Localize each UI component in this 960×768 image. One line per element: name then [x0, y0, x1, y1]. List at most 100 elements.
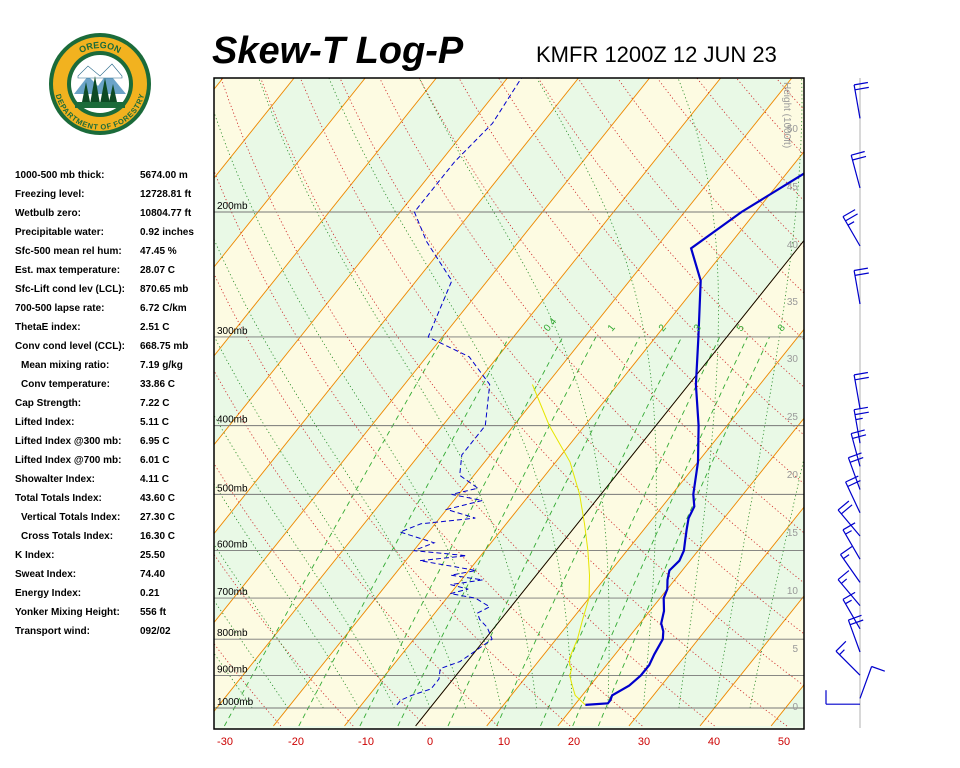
wind-barb — [840, 546, 861, 583]
index-row: 700-500 lapse rate: 6.72 C/km — [15, 301, 215, 320]
index-label: Total Totals Index: — [15, 493, 102, 504]
index-label: Wetbulb zero: — [15, 208, 81, 219]
index-row: Transport wind: 092/02 — [15, 624, 215, 643]
index-value: 092/02 — [140, 626, 171, 637]
index-value: 0.21 — [140, 588, 160, 599]
index-value: 5674.00 m — [140, 170, 188, 181]
index-row: Total Totals Index: 43.60 C — [15, 491, 215, 510]
index-label: Mean mixing ratio: — [21, 360, 110, 371]
logo-top-text: OREGON — [77, 40, 122, 55]
pressure-label: 800mb — [217, 628, 248, 639]
pressure-label: 1000mb — [217, 697, 254, 708]
index-value: 4.11 C — [140, 474, 169, 485]
zero-isotherm — [415, 239, 804, 727]
wind-barb — [853, 406, 869, 444]
index-label: ThetaE index: — [15, 322, 81, 333]
isotherm-bands — [214, 78, 804, 729]
x-tick-label: 0 — [427, 736, 433, 748]
index-value: 6.72 C/km — [140, 303, 187, 314]
mixing-ratio-label: 2 — [657, 322, 669, 334]
index-value: 870.65 mb — [140, 284, 189, 295]
mixing-ratio-label: 3 — [692, 322, 704, 334]
wind-barb — [842, 522, 861, 560]
index-row: Freezing level: 12728.81 ft — [15, 187, 215, 206]
wind-barb — [859, 665, 886, 699]
index-row: Sweat Index: 74.40 — [15, 567, 215, 586]
index-label: Lifted Index: — [15, 417, 75, 428]
index-value: 47.45 % — [140, 246, 177, 257]
x-tick-label: -20 — [288, 736, 304, 748]
mixing-ratio-lines — [224, 336, 770, 727]
chart-title: Skew-T Log-P — [212, 30, 464, 72]
wind-barb — [853, 371, 869, 409]
index-label: Cap Strength: — [15, 398, 82, 409]
height-tick-label: 25 — [787, 412, 799, 423]
wind-barb — [847, 452, 864, 490]
height-tick-label: 20 — [787, 470, 799, 481]
index-value: 5.11 C — [140, 417, 169, 428]
height-tick-label: 40 — [787, 240, 799, 251]
index-row: Cap Strength: 7.22 C — [15, 396, 215, 415]
index-label: Vertical Totals Index: — [21, 512, 121, 523]
index-row: ThetaE index: 2.51 C — [15, 320, 215, 339]
index-label: Transport wind: — [15, 626, 90, 637]
plot-frame — [213, 77, 805, 730]
index-row: Sfc-500 mean rel hum: 47.45 % — [15, 244, 215, 263]
index-value: 7.22 C — [140, 398, 170, 409]
x-tick-label: -10 — [358, 736, 374, 748]
mixing-ratio-label: 5 — [735, 322, 747, 334]
index-row: Conv temperature: 33.86 C — [15, 377, 215, 396]
index-value: 2.51 C — [140, 322, 170, 333]
index-label: Precipitable water: — [15, 227, 104, 238]
dry-adiabats — [214, 78, 804, 727]
height-tick-label: 30 — [787, 354, 799, 365]
wind-barb — [842, 209, 861, 247]
index-value: 27.30 C — [140, 512, 176, 523]
sounding-profiles — [396, 78, 804, 706]
index-label: Conv cond level (CCL): — [15, 341, 126, 352]
height-tick-label: 0 — [792, 702, 798, 713]
index-row: Precipitable water: 0.92 inches — [15, 225, 215, 244]
index-row: Mean mixing ratio: 7.19 g/kg — [15, 358, 215, 377]
x-axis-ticks: -30 -20 -10 0 10 20 30 40 50 — [217, 736, 790, 748]
index-value: 16.30 C — [140, 531, 176, 542]
height-tick-label: 35 — [787, 297, 799, 308]
height-tick-label: 50 — [787, 124, 799, 135]
index-label: Conv temperature: — [21, 379, 110, 390]
height-tick-label: 45 — [787, 182, 799, 193]
isobars — [214, 211, 804, 709]
wind-barb — [853, 81, 869, 119]
height-tick-label: 5 — [792, 644, 798, 655]
index-row: Lifted Index @700 mb: 6.01 C — [15, 453, 215, 472]
index-row: Conv cond level (CCL): 668.75 mb — [15, 339, 215, 358]
wind-barbs — [825, 81, 886, 705]
index-label: 700-500 lapse rate: — [15, 303, 105, 314]
x-tick-label: -30 — [217, 736, 233, 748]
index-label: Freezing level: — [15, 189, 85, 200]
x-tick-label: 10 — [498, 736, 510, 748]
index-label: Lifted Index @700 mb: — [15, 455, 122, 466]
pressure-label: 200mb — [217, 201, 248, 212]
index-row: Showalter Index: 4.11 C — [15, 472, 215, 491]
pressure-label: 500mb — [217, 483, 248, 494]
index-label: K Index: — [15, 550, 55, 561]
x-tick-label: 40 — [708, 736, 720, 748]
index-row: Est. max temperature: 28.07 C — [15, 263, 215, 282]
dewpoint-profile — [396, 78, 523, 706]
index-value: 25.50 — [140, 550, 166, 561]
wind-barb — [850, 150, 867, 189]
index-value: 74.40 — [140, 569, 166, 580]
index-value: 6.01 C — [140, 455, 170, 466]
index-row: Lifted Index @300 mb: 6.95 C — [15, 434, 215, 453]
index-row: Vertical Totals Index: 27.30 C — [15, 510, 215, 529]
index-value: 0.92 inches — [140, 227, 194, 238]
wind-barb — [853, 267, 869, 305]
index-row: 1000-500 mb thick: 5674.00 m — [15, 168, 215, 187]
index-label: Est. max temperature: — [15, 265, 121, 276]
pressure-label: 400mb — [217, 415, 248, 426]
index-row: Lifted Index: 5.11 C — [15, 415, 215, 434]
index-value: 12728.81 ft — [140, 189, 192, 200]
wind-barb — [835, 640, 861, 676]
index-row: Yonker Mixing Height: 556 ft — [15, 605, 215, 624]
